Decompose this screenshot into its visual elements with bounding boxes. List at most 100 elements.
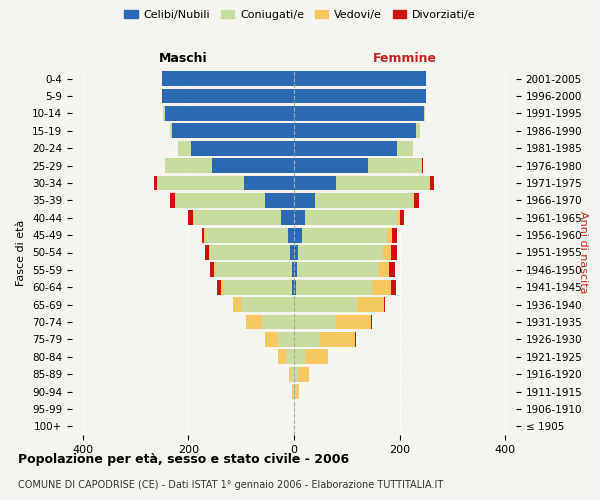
Bar [295, 384, 299, 399]
Bar [178, 141, 191, 156]
Bar [162, 72, 294, 86]
Bar [217, 280, 221, 294]
Bar [221, 280, 224, 294]
Bar [287, 228, 294, 242]
Bar [170, 124, 172, 138]
Bar [305, 350, 328, 364]
Bar [320, 332, 355, 347]
Bar [413, 193, 414, 208]
Bar [416, 124, 420, 138]
Bar [397, 210, 400, 225]
Bar [294, 367, 298, 382]
Bar [175, 193, 265, 208]
Text: Femmine: Femmine [373, 52, 437, 65]
Bar [294, 314, 336, 330]
Bar [294, 298, 358, 312]
Bar [294, 88, 426, 104]
Bar [294, 158, 368, 173]
Bar [292, 367, 294, 382]
Bar [164, 106, 294, 121]
Bar [302, 228, 386, 242]
Bar [216, 262, 292, 278]
Bar [294, 193, 315, 208]
Legend: Celibi/Nubili, Coniugati/e, Vedovi/e, Divorziati/e: Celibi/Nubili, Coniugati/e, Vedovi/e, Di… [120, 6, 480, 25]
Bar [292, 262, 294, 278]
Bar [262, 314, 294, 330]
Bar [211, 245, 290, 260]
Bar [298, 245, 383, 260]
Bar [278, 350, 286, 364]
Bar [233, 298, 241, 312]
Bar [194, 210, 281, 225]
Bar [294, 332, 320, 347]
Bar [383, 245, 391, 260]
Bar [294, 402, 295, 416]
Bar [422, 158, 423, 173]
Bar [188, 210, 193, 225]
Bar [294, 106, 424, 121]
Text: Maschi: Maschi [158, 52, 208, 65]
Bar [389, 262, 395, 278]
Bar [204, 228, 206, 242]
Bar [294, 245, 298, 260]
Bar [358, 298, 384, 312]
Bar [421, 158, 422, 173]
Bar [294, 176, 336, 190]
Bar [162, 88, 294, 104]
Text: Popolazione per età, sesso e stato civile - 2006: Popolazione per età, sesso e stato civil… [18, 452, 349, 466]
Bar [336, 176, 429, 190]
Bar [205, 245, 209, 260]
Bar [209, 245, 211, 260]
Bar [191, 141, 294, 156]
Text: COMUNE DI CAPODRISE (CE) - Dati ISTAT 1° gennaio 2006 - Elaborazione TUTTITALIA.: COMUNE DI CAPODRISE (CE) - Dati ISTAT 1°… [18, 480, 443, 490]
Bar [294, 124, 416, 138]
Bar [391, 280, 396, 294]
Bar [294, 350, 305, 364]
Bar [241, 298, 294, 312]
Bar [424, 106, 425, 121]
Bar [290, 245, 294, 260]
Bar [294, 262, 296, 278]
Bar [372, 280, 391, 294]
Bar [265, 193, 294, 208]
Bar [244, 176, 294, 190]
Bar [391, 245, 397, 260]
Y-axis label: Fasce di età: Fasce di età [16, 220, 26, 286]
Bar [400, 210, 404, 225]
Bar [305, 210, 397, 225]
Bar [296, 280, 372, 294]
Bar [397, 141, 413, 156]
Bar [293, 384, 294, 399]
Bar [429, 176, 430, 190]
Bar [202, 228, 204, 242]
Bar [371, 314, 372, 330]
Bar [392, 228, 397, 242]
Bar [368, 158, 421, 173]
Bar [296, 262, 379, 278]
Bar [336, 314, 371, 330]
Bar [430, 176, 434, 190]
Bar [212, 158, 294, 173]
Bar [294, 72, 426, 86]
Bar [379, 262, 389, 278]
Bar [265, 332, 278, 347]
Bar [224, 280, 292, 294]
Bar [214, 262, 216, 278]
Bar [292, 280, 294, 294]
Bar [206, 228, 287, 242]
Bar [294, 141, 397, 156]
Bar [157, 176, 244, 190]
Bar [298, 367, 309, 382]
Bar [164, 158, 212, 173]
Bar [315, 193, 413, 208]
Bar [281, 210, 294, 225]
Bar [163, 106, 164, 121]
Bar [294, 280, 296, 294]
Bar [294, 210, 305, 225]
Bar [286, 350, 294, 364]
Bar [172, 124, 294, 138]
Bar [210, 262, 214, 278]
Bar [247, 314, 262, 330]
Y-axis label: Anni di nascita: Anni di nascita [578, 211, 588, 294]
Bar [294, 228, 302, 242]
